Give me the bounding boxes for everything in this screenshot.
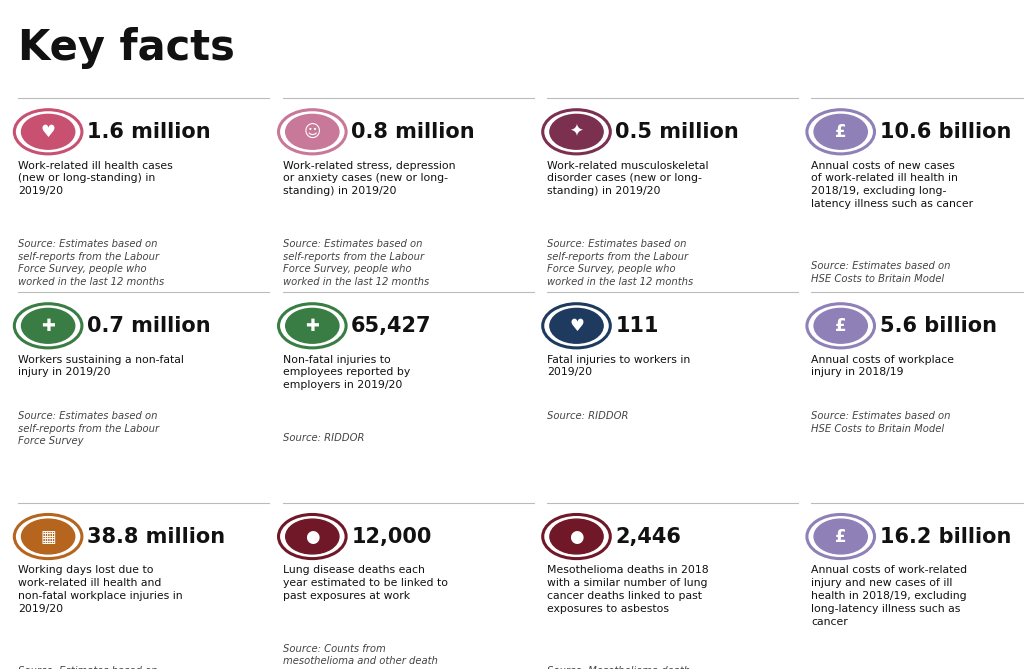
Text: Lung disease deaths each
year estimated to be linked to
past exposures at work: Lung disease deaths each year estimated … — [283, 565, 447, 601]
Circle shape — [550, 114, 603, 149]
Text: ♥: ♥ — [41, 123, 55, 140]
Text: Source: RIDDOR: Source: RIDDOR — [547, 411, 629, 421]
Text: Fatal injuries to workers in
2019/20: Fatal injuries to workers in 2019/20 — [547, 355, 690, 377]
Text: Non-fatal injuries to
employees reported by
employers in 2019/20: Non-fatal injuries to employees reported… — [283, 355, 410, 390]
Text: £: £ — [835, 123, 847, 140]
Circle shape — [286, 519, 339, 554]
Text: 111: 111 — [615, 316, 658, 336]
Text: 2,446: 2,446 — [615, 527, 681, 547]
Text: Source: Estimates based on
HSE Costs to Britain Model: Source: Estimates based on HSE Costs to … — [811, 411, 950, 434]
Text: Source: Estimates based on
HSE Costs to Britain Model: Source: Estimates based on HSE Costs to … — [811, 261, 950, 284]
Circle shape — [22, 308, 75, 343]
Text: Key facts: Key facts — [18, 27, 236, 69]
Circle shape — [22, 519, 75, 554]
Text: 12,000: 12,000 — [351, 527, 431, 547]
Text: ♥: ♥ — [569, 317, 584, 334]
Text: £: £ — [835, 317, 847, 334]
Text: Source: Mesothelioma death
certificates: Source: Mesothelioma death certificates — [547, 666, 690, 669]
Circle shape — [550, 519, 603, 554]
Text: Workers sustaining a non-fatal
injury in 2019/20: Workers sustaining a non-fatal injury in… — [18, 355, 184, 377]
Circle shape — [286, 308, 339, 343]
Circle shape — [814, 114, 867, 149]
Text: Source: Counts from
mesothelioma and other death
certificates and estimates from: Source: Counts from mesothelioma and oth… — [283, 644, 439, 669]
Text: Source: Estimates based on
self-reports from the Labour
Force Survey: Source: Estimates based on self-reports … — [18, 666, 160, 669]
Text: Annual costs of workplace
injury in 2018/19: Annual costs of workplace injury in 2018… — [811, 355, 954, 377]
Text: £: £ — [835, 528, 847, 545]
Text: 1.6 million: 1.6 million — [87, 122, 211, 142]
Text: 10.6 billion: 10.6 billion — [880, 122, 1011, 142]
Text: Annual costs of work-related
injury and new cases of ill
health in 2018/19, excl: Annual costs of work-related injury and … — [811, 565, 967, 626]
Text: Annual costs of new cases
of work-related ill health in
2018/19, excluding long-: Annual costs of new cases of work-relate… — [811, 161, 973, 209]
Circle shape — [286, 114, 339, 149]
Circle shape — [22, 114, 75, 149]
Text: 5.6 billion: 5.6 billion — [880, 316, 996, 336]
Text: 38.8 million: 38.8 million — [87, 527, 225, 547]
Circle shape — [814, 519, 867, 554]
Circle shape — [814, 308, 867, 343]
Text: ●: ● — [305, 528, 319, 545]
Text: ▦: ▦ — [40, 528, 56, 545]
Text: Source: Estimates based on
self-reports from the Labour
Force Survey, people who: Source: Estimates based on self-reports … — [283, 239, 429, 287]
Text: Source: Estimates based on
self-reports from the Labour
Force Survey: Source: Estimates based on self-reports … — [18, 411, 160, 446]
Circle shape — [550, 308, 603, 343]
Text: 0.7 million: 0.7 million — [87, 316, 211, 336]
Text: Source: RIDDOR: Source: RIDDOR — [283, 433, 365, 443]
Text: 0.5 million: 0.5 million — [615, 122, 739, 142]
Text: ✚: ✚ — [305, 317, 319, 334]
Text: Mesothelioma deaths in 2018
with a similar number of lung
cancer deaths linked t: Mesothelioma deaths in 2018 with a simil… — [547, 565, 709, 613]
Text: Working days lost due to
work-related ill health and
non-fatal workplace injurie: Working days lost due to work-related il… — [18, 565, 183, 613]
Text: ✦: ✦ — [569, 123, 584, 140]
Text: 16.2 billion: 16.2 billion — [880, 527, 1011, 547]
Text: ✚: ✚ — [41, 317, 55, 334]
Text: Source: Estimates based on
self-reports from the Labour
Force Survey, people who: Source: Estimates based on self-reports … — [547, 239, 693, 287]
Text: ●: ● — [569, 528, 584, 545]
Text: Work-related stress, depression
or anxiety cases (new or long-
standing) in 2019: Work-related stress, depression or anxie… — [283, 161, 455, 196]
Text: Work-related ill health cases
(new or long-standing) in
2019/20: Work-related ill health cases (new or lo… — [18, 161, 173, 196]
Text: Work-related musculoskeletal
disorder cases (new or long-
standing) in 2019/20: Work-related musculoskeletal disorder ca… — [547, 161, 709, 196]
Text: ☺: ☺ — [304, 123, 321, 140]
Text: 0.8 million: 0.8 million — [351, 122, 475, 142]
Text: 65,427: 65,427 — [351, 316, 432, 336]
Text: Source: Estimates based on
self-reports from the Labour
Force Survey, people who: Source: Estimates based on self-reports … — [18, 239, 165, 287]
